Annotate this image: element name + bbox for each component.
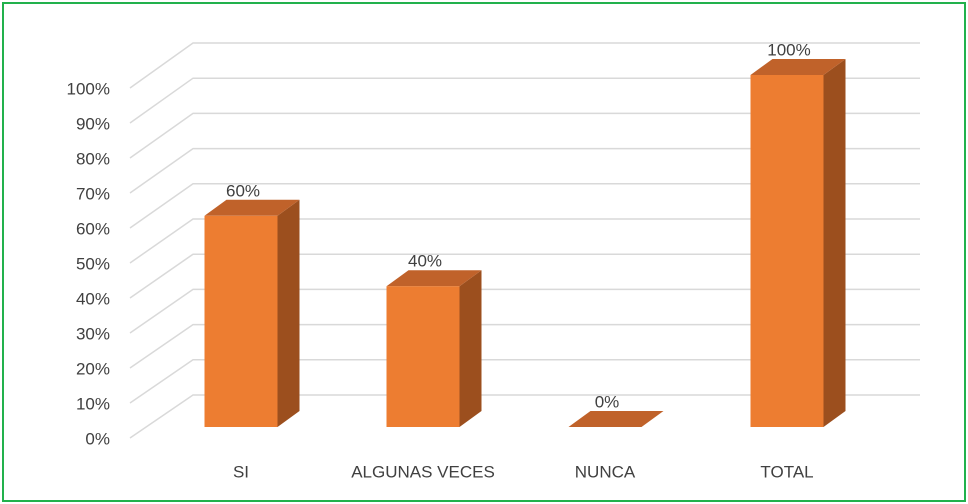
x-tick-label: TOTAL (760, 462, 813, 481)
grid-line (129, 112, 920, 159)
bar-top (204, 199, 300, 216)
y-tick-label: 40% (76, 289, 110, 308)
bar (750, 59, 846, 427)
x-tick-label: NUNCA (575, 462, 636, 481)
data-label: 60% (226, 181, 260, 200)
y-tick-label: 90% (76, 114, 110, 133)
y-tick-label: 0% (85, 429, 110, 448)
bar-front (204, 215, 278, 427)
bar-side (459, 270, 482, 427)
y-tick-label: 20% (76, 359, 110, 378)
grid-line (129, 323, 920, 369)
bar-side (823, 59, 846, 427)
data-label: 0% (595, 392, 620, 411)
grid-line (129, 147, 920, 194)
grid-line (129, 183, 920, 229)
y-tick-label: 50% (76, 254, 110, 273)
y-tick-label: 30% (76, 324, 110, 343)
bar-top (386, 270, 482, 287)
bar (386, 270, 482, 427)
y-tick-label: 100% (67, 79, 110, 98)
grid-line (129, 42, 920, 89)
bar-front (386, 286, 460, 427)
x-tick-label: SI (233, 462, 249, 481)
bar-top (750, 59, 846, 75)
y-tick-label: 70% (76, 184, 110, 203)
grid-line (129, 253, 920, 299)
grid-line (129, 218, 920, 264)
grid-line (129, 394, 920, 439)
y-tick-label: 80% (76, 149, 110, 168)
x-tick-label: ALGUNAS VECES (351, 462, 495, 481)
grid-line (129, 359, 920, 404)
y-tick-label: 60% (76, 219, 110, 238)
data-label: 100% (767, 40, 810, 59)
bar (204, 199, 300, 427)
grid-line (129, 288, 920, 334)
bar-side (277, 199, 300, 427)
bar-front (750, 75, 824, 427)
bar (568, 411, 664, 427)
bar-top (568, 411, 664, 427)
y-tick-label: 10% (76, 394, 110, 413)
data-label: 40% (408, 252, 442, 271)
grid-line (129, 77, 920, 124)
